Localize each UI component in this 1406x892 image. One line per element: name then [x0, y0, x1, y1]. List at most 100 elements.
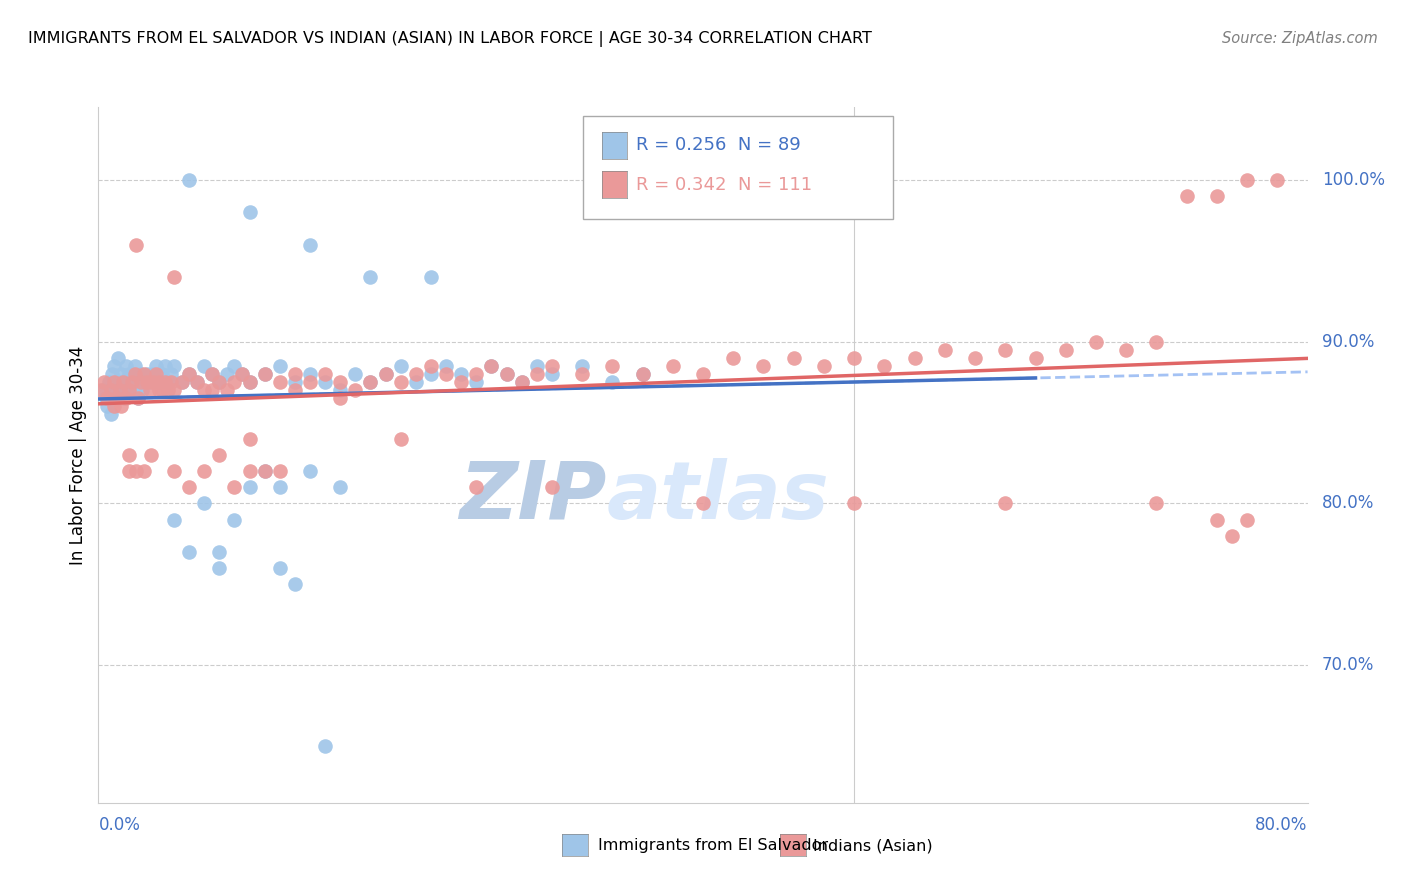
Point	[129, 375, 152, 389]
Point	[93, 375, 115, 389]
Point	[160, 375, 183, 389]
Point	[239, 464, 262, 478]
Point	[193, 359, 215, 373]
Point	[299, 375, 322, 389]
Point	[148, 375, 170, 389]
Point	[110, 367, 132, 381]
Point	[540, 480, 562, 494]
Text: Immigrants from El Salvador: Immigrants from El Salvador	[598, 838, 828, 853]
Point	[904, 351, 927, 365]
Point	[419, 269, 441, 284]
Point	[145, 367, 167, 381]
Point	[114, 359, 136, 373]
Point	[193, 383, 215, 397]
Point	[299, 367, 322, 381]
Point	[540, 367, 562, 381]
Y-axis label: In Labor Force | Age 30-34: In Labor Force | Age 30-34	[69, 345, 87, 565]
Point	[269, 464, 291, 478]
Point	[284, 367, 307, 381]
Point	[163, 359, 186, 373]
Point	[145, 359, 167, 373]
Point	[118, 367, 141, 381]
Point	[224, 375, 246, 389]
Text: 0.0%: 0.0%	[98, 816, 141, 834]
Point	[405, 367, 427, 381]
Point	[481, 359, 503, 373]
Point	[465, 480, 488, 494]
Point	[405, 375, 427, 389]
Point	[135, 367, 157, 381]
Point	[465, 367, 488, 381]
Text: R = 0.342  N = 111: R = 0.342 N = 111	[636, 176, 811, 194]
Point	[139, 383, 162, 397]
Point	[231, 367, 253, 381]
Point	[314, 375, 336, 389]
Point	[215, 383, 238, 397]
Point	[813, 359, 835, 373]
Point	[231, 367, 253, 381]
Point	[389, 359, 412, 373]
Point	[1220, 529, 1243, 543]
Point	[193, 464, 215, 478]
Point	[111, 375, 134, 389]
Point	[934, 343, 956, 357]
Point	[129, 367, 152, 381]
Point	[177, 367, 201, 381]
Point	[782, 351, 804, 365]
Point	[389, 375, 412, 389]
Point	[148, 375, 170, 389]
Point	[873, 359, 896, 373]
Point	[269, 561, 291, 575]
Text: R = 0.256  N = 89: R = 0.256 N = 89	[636, 136, 800, 154]
Point	[208, 375, 231, 389]
Point	[269, 375, 291, 389]
Point	[374, 367, 396, 381]
Point	[253, 367, 276, 381]
Point	[1054, 343, 1077, 357]
Point	[120, 383, 142, 397]
Point	[132, 375, 155, 389]
Point	[208, 375, 231, 389]
Point	[103, 359, 125, 373]
Point	[110, 400, 132, 414]
Point	[118, 383, 141, 397]
Point	[90, 383, 112, 397]
Point	[253, 464, 276, 478]
Point	[1206, 513, 1229, 527]
Point	[692, 496, 714, 510]
Point	[96, 392, 118, 406]
Text: ZIP: ZIP	[458, 458, 606, 536]
Point	[752, 359, 775, 373]
Point	[103, 400, 125, 414]
Point	[450, 375, 472, 389]
Point	[108, 375, 131, 389]
Point	[215, 367, 238, 381]
Text: Indians (Asian): Indians (Asian)	[813, 838, 932, 853]
Point	[224, 359, 246, 373]
Point	[131, 383, 153, 397]
Point	[269, 480, 291, 494]
Point	[269, 359, 291, 373]
Point	[121, 375, 143, 389]
Point	[148, 383, 170, 397]
Point	[481, 359, 503, 373]
Point	[91, 383, 114, 397]
Point	[360, 375, 382, 389]
Point	[434, 359, 457, 373]
Text: IMMIGRANTS FROM EL SALVADOR VS INDIAN (ASIAN) IN LABOR FORCE | AGE 30-34 CORRELA: IMMIGRANTS FROM EL SALVADOR VS INDIAN (A…	[28, 31, 872, 47]
Point	[631, 367, 654, 381]
Point	[419, 367, 441, 381]
Point	[108, 383, 131, 397]
Point	[1115, 343, 1137, 357]
Point	[571, 367, 593, 381]
Point	[329, 392, 352, 406]
Text: 80.0%: 80.0%	[1322, 494, 1374, 513]
Point	[118, 464, 141, 478]
Point	[103, 375, 125, 389]
Point	[602, 375, 624, 389]
Point	[602, 359, 624, 373]
Point	[224, 513, 246, 527]
Point	[526, 367, 548, 381]
Point	[1175, 189, 1198, 203]
Point	[434, 367, 457, 381]
